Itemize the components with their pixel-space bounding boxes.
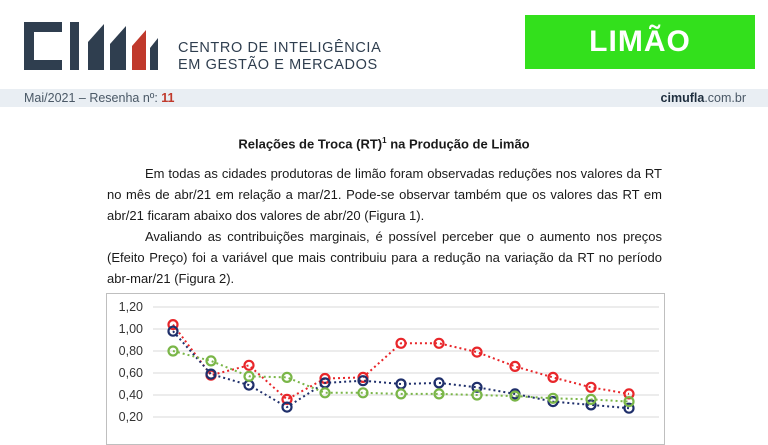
series-2-point	[167, 325, 179, 337]
site-name: cimufla	[660, 91, 705, 105]
series-1-point	[547, 371, 559, 384]
y-tick-label: 1,20	[119, 300, 143, 314]
series-3-point	[395, 388, 407, 400]
series-1-point	[433, 337, 445, 349]
series-3-point	[509, 390, 521, 402]
article-title: Relações de Troca (RT)1 na Produção de L…	[0, 136, 768, 151]
series-3-point	[167, 345, 179, 357]
paragraph-2: Avaliando as contribuições marginais, é …	[107, 229, 662, 286]
series-1-point	[471, 346, 483, 358]
title-end: na Produção de Limão	[386, 136, 530, 152]
series-1-point	[585, 381, 597, 393]
series-2-point	[205, 368, 217, 380]
figure-1-chart: 1,20 1,00 0,80 0,60 0,40 0,20	[106, 293, 665, 445]
series-2-point	[471, 381, 483, 393]
series-1-point	[281, 393, 293, 406]
series-3-point	[433, 388, 445, 400]
series-1-point	[623, 388, 635, 400]
y-tick-label: 0,60	[119, 366, 143, 380]
series-3-point	[471, 389, 483, 401]
series-line-2	[172, 330, 630, 410]
series-3-point	[623, 395, 635, 408]
series-2-point	[357, 375, 369, 387]
report-header: CENTRO DE INTELIGÊNCIA EM GESTÃO E MERCA…	[0, 0, 768, 88]
org-name-line1: CENTRO DE INTELIGÊNCIA	[178, 40, 382, 56]
title-main: Relações de Troca (RT)	[238, 136, 383, 152]
series-3-point	[319, 387, 331, 399]
series-line-3	[172, 350, 630, 403]
series-1-point	[167, 319, 179, 331]
issue-label: Mai/2021 – Resenha nº:	[24, 91, 162, 105]
series-3-point	[281, 371, 293, 384]
series-2-point	[281, 401, 293, 413]
series-2-point	[433, 377, 445, 389]
series-3-point	[205, 355, 217, 367]
title-footnote-mark: 1	[382, 136, 387, 145]
org-name-line2: EM GESTÃO E MERCADOS	[178, 57, 378, 73]
y-tick-label: 1,00	[119, 322, 143, 336]
series-3-point	[357, 387, 369, 399]
series-3-point	[585, 393, 597, 406]
series-3-point	[243, 370, 255, 382]
series-1-point	[243, 359, 255, 371]
cim-logo	[24, 22, 158, 70]
series-1-point	[395, 337, 407, 349]
issue-info: Mai/2021 – Resenha nº: 11	[24, 91, 175, 105]
paragraph-1: Em todas as cidades produtoras de limão …	[107, 166, 662, 223]
product-badge: LIMÃO	[525, 15, 755, 69]
y-tick-label: 0,80	[119, 344, 143, 358]
issue-bar: Mai/2021 – Resenha nº: 11 cimufla.com.br	[0, 89, 768, 107]
site-link[interactable]: cimufla.com.br	[661, 91, 746, 105]
series-line-1	[172, 323, 630, 401]
site-domain: .com.br	[704, 91, 746, 105]
y-tick-label: 0,20	[119, 410, 143, 424]
issue-number: 11	[161, 91, 175, 105]
series-3-point	[547, 392, 559, 404]
rt-line-chart: 1,20 1,00 0,80 0,60 0,40 0,20	[119, 300, 659, 424]
y-tick-label: 0,40	[119, 388, 143, 402]
series-2-point	[623, 402, 635, 414]
series-1-point	[509, 360, 521, 373]
